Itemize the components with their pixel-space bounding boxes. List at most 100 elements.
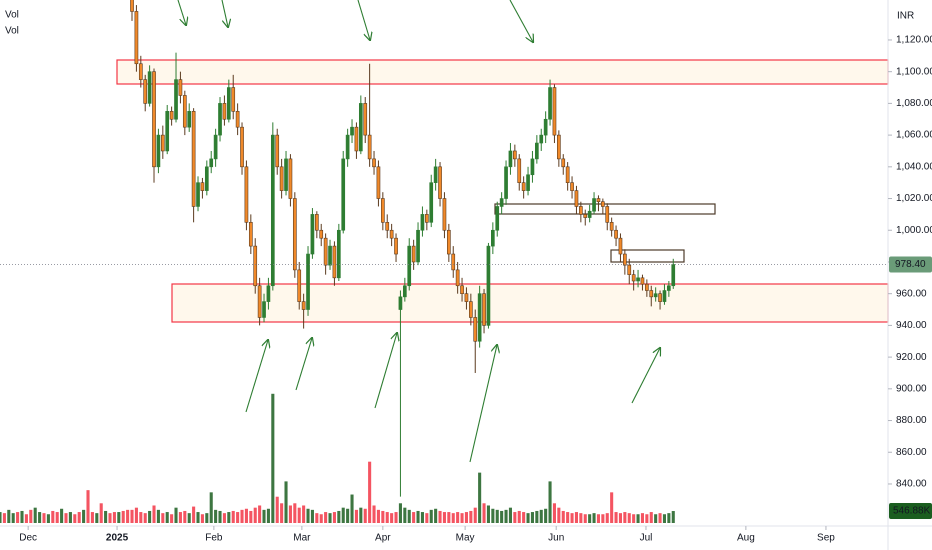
- candle-body: [336, 229, 341, 279]
- candle-body: [407, 245, 412, 287]
- volume-bar: [64, 513, 68, 523]
- candle-body: [191, 111, 196, 207]
- volume-bar: [354, 509, 358, 523]
- candle-body: [200, 182, 205, 191]
- volume-bar: [271, 393, 275, 523]
- candle-body: [156, 134, 161, 168]
- volume-bar: [390, 513, 394, 523]
- candle-body: [279, 166, 284, 191]
- candle-body: [288, 158, 293, 199]
- volume-bar: [214, 509, 218, 523]
- volume-label: Vol: [5, 10, 19, 21]
- candle-body: [385, 222, 390, 231]
- candle-body: [557, 134, 561, 160]
- candle-body: [631, 274, 636, 282]
- volume-bar: [618, 513, 622, 523]
- y-tick-label: 1,100.00: [896, 66, 932, 77]
- volume-bar: [513, 512, 517, 523]
- volume-bar: [544, 508, 548, 523]
- x-tick-label: Dec: [19, 533, 37, 544]
- volume-bar: [557, 507, 561, 523]
- candle-body: [592, 198, 596, 212]
- y-tick-label: 1,020.00: [896, 193, 932, 204]
- candle-body: [354, 126, 359, 152]
- volume-bar: [117, 512, 121, 523]
- candle-body: [482, 293, 486, 326]
- candle-body: [270, 134, 275, 287]
- x-tick-label: Feb: [205, 533, 223, 544]
- candle-body: [160, 134, 165, 152]
- volume-bar: [95, 513, 99, 523]
- x-tick-label: May: [456, 533, 475, 544]
- volume-bar: [244, 508, 248, 523]
- last-volume-tag: [889, 503, 932, 520]
- volume-bar: [196, 512, 200, 523]
- volume-bar: [649, 512, 653, 523]
- candle-body: [464, 293, 469, 302]
- x-tick-label: Apr: [375, 533, 391, 544]
- candle-body: [262, 301, 266, 318]
- candle-body: [284, 158, 288, 191]
- volume-bar: [566, 512, 570, 523]
- candle-body: [152, 71, 156, 168]
- resistance-zone: [116, 59, 889, 85]
- candle-body: [618, 237, 623, 255]
- candle-body: [469, 301, 473, 318]
- volume-bar: [434, 508, 438, 523]
- candle-body: [601, 201, 605, 207]
- y-tick-label: 940.00: [896, 320, 927, 331]
- candle-body: [257, 285, 262, 318]
- volume-bar: [460, 513, 464, 523]
- candle-body: [350, 126, 354, 136]
- x-tick-label: 2025: [106, 533, 129, 544]
- volume-bar: [447, 512, 451, 523]
- candle-body: [372, 158, 376, 168]
- candle-body: [543, 118, 548, 136]
- volume-bar: [192, 506, 196, 523]
- candle-body: [460, 285, 464, 294]
- volume-bar: [341, 507, 345, 523]
- candle-body: [477, 293, 482, 342]
- volume-bar: [601, 514, 605, 523]
- y-tick-label: 860.00: [896, 447, 927, 458]
- volume-bar: [425, 513, 429, 523]
- volume-bar: [139, 512, 143, 523]
- volume-bar: [112, 512, 116, 523]
- candle-body: [614, 229, 618, 239]
- candle-body: [345, 134, 350, 160]
- candle-body: [662, 290, 667, 302]
- candle-body: [605, 206, 610, 223]
- annotations: [116, 59, 889, 323]
- volume-bar: [240, 509, 244, 523]
- volume-bar: [328, 513, 332, 523]
- y-tick-label: 840.00: [896, 479, 927, 490]
- arrow: [631, 348, 660, 404]
- volume-bar: [174, 507, 178, 523]
- volume-bar: [310, 509, 314, 523]
- candle-body: [332, 245, 337, 279]
- candle-body: [508, 150, 513, 168]
- y-tick-label: 960.00: [896, 288, 927, 299]
- volume-bar: [667, 513, 671, 523]
- candle-body: [147, 71, 152, 104]
- candle-body: [323, 237, 328, 266]
- volume-bar: [297, 507, 301, 523]
- volume-bar: [183, 510, 187, 523]
- volume-bar: [29, 509, 33, 523]
- volume-bar: [385, 512, 389, 523]
- arrow: [374, 333, 397, 409]
- volume-bar: [640, 513, 644, 523]
- candle-body: [579, 206, 583, 215]
- candle-body: [363, 103, 368, 136]
- volume-bar: [662, 514, 666, 523]
- volume-bar: [200, 514, 204, 523]
- candle-body: [253, 245, 258, 287]
- volume-bar: [99, 503, 103, 523]
- candle-body: [297, 269, 302, 302]
- volume-bar: [368, 461, 372, 523]
- volume-bar: [508, 507, 512, 523]
- last-volume-label: 546.88K: [893, 506, 931, 517]
- candle-body: [535, 142, 539, 160]
- candle-body: [244, 166, 249, 223]
